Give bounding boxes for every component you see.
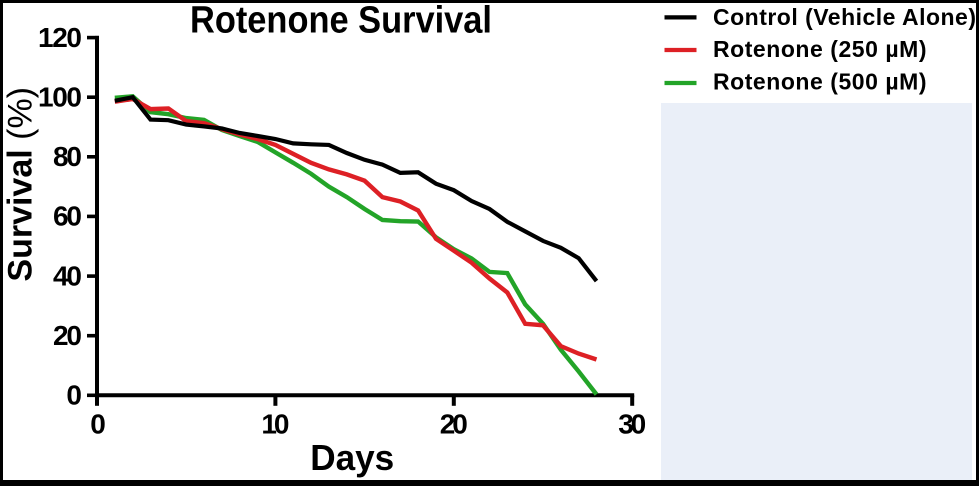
svg-text:Days: Days (310, 437, 394, 478)
svg-text:120: 120 (38, 22, 82, 53)
svg-text:20: 20 (53, 320, 82, 351)
svg-text:Rotenone (500 µM): Rotenone (500 µM) (713, 68, 927, 94)
svg-text:60: 60 (53, 201, 82, 232)
svg-text:0: 0 (66, 380, 82, 411)
svg-text:80: 80 (53, 141, 82, 172)
svg-text:Survival (%): Survival (%) (2, 87, 40, 282)
svg-text:20: 20 (440, 409, 468, 440)
svg-text:0: 0 (90, 409, 106, 440)
svg-text:10: 10 (261, 409, 289, 440)
svg-text:40: 40 (53, 260, 82, 291)
svg-text:Control (Vehicle Alone): Control (Vehicle Alone) (713, 4, 976, 30)
svg-text:100: 100 (38, 82, 82, 113)
svg-text:Rotenone Survival: Rotenone Survival (190, 0, 492, 42)
svg-text:30: 30 (618, 409, 646, 440)
svg-text:Rotenone (250 µM): Rotenone (250 µM) (713, 36, 927, 62)
